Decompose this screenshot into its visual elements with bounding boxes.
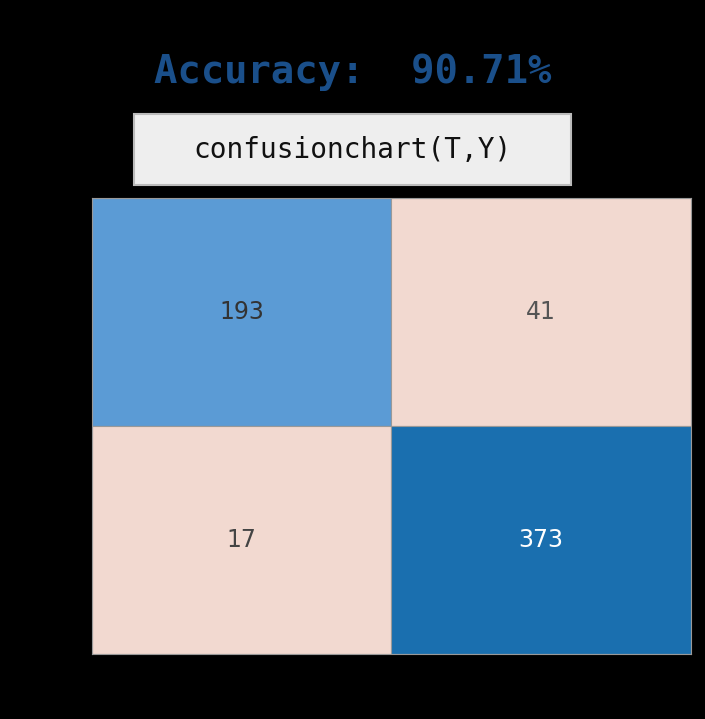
Bar [92, 198, 391, 426]
Text: 41: 41 [526, 300, 556, 324]
Text: 193: 193 [219, 300, 264, 324]
Text: confusionchart(T,Y): confusionchart(T,Y) [193, 136, 512, 163]
Text: Accuracy:  90.71%: Accuracy: 90.71% [154, 53, 551, 91]
Bar [391, 198, 691, 426]
Bar [92, 426, 391, 654]
X-axis label: Predicted Class: Predicted Class [328, 683, 455, 701]
Text: 17: 17 [226, 528, 257, 552]
FancyBboxPatch shape [134, 114, 571, 185]
Bar [391, 426, 691, 654]
Text: 373: 373 [519, 528, 563, 552]
